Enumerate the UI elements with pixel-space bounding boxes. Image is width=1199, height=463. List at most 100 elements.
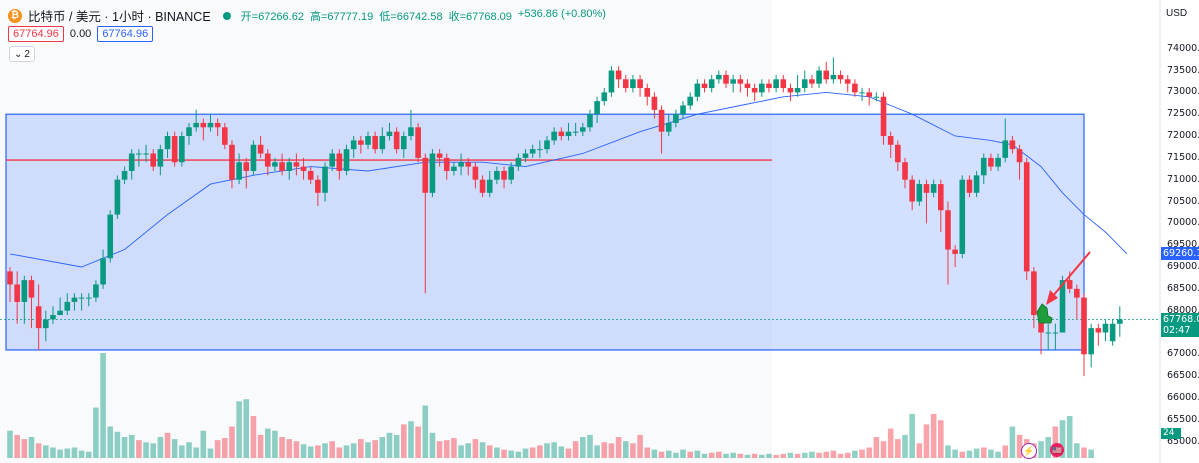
candle — [50, 306, 56, 324]
trade-buttons[interactable]: 67764.96 0.00 67764.96 — [8, 26, 154, 42]
range-rectangle[interactable] — [5, 113, 1085, 351]
last-price-tag: 67768.09 02:47 — [1161, 313, 1199, 337]
candle — [28, 275, 35, 329]
candle — [472, 162, 479, 189]
candle-body — [1031, 271, 1037, 316]
candle — [415, 122, 421, 163]
indicators-toggle[interactable]: ⌄ 2 — [9, 46, 35, 62]
candle — [673, 109, 679, 128]
candle — [222, 122, 228, 150]
symbol-title[interactable]: 比特币 / 美元 · 1小时 · BINANCE — [28, 10, 211, 24]
candle — [443, 153, 450, 180]
volume-bar — [143, 442, 149, 458]
candle-body — [229, 144, 235, 180]
candle-body — [14, 284, 20, 302]
candle-body — [687, 96, 693, 106]
volume-bar — [1052, 426, 1059, 458]
volume-bar — [479, 442, 486, 458]
candle-body — [694, 83, 701, 97]
candle — [658, 105, 665, 154]
volume-bar — [136, 440, 142, 458]
candle-body — [436, 153, 443, 158]
volume-bar — [214, 440, 221, 458]
candle — [565, 122, 572, 141]
candle — [973, 170, 980, 198]
volume-bar — [737, 453, 744, 458]
candle-body — [1038, 315, 1044, 333]
candle — [630, 74, 636, 93]
candle — [837, 70, 844, 84]
candle-body — [35, 306, 42, 329]
volume-bar — [995, 451, 1001, 458]
sell-button[interactable]: 67764.96 — [8, 26, 64, 42]
volume-bar — [415, 426, 421, 458]
candle — [909, 175, 915, 211]
candle — [809, 74, 815, 89]
candle — [329, 149, 335, 171]
candle — [866, 88, 872, 106]
candle — [43, 310, 49, 342]
arrow-annotation[interactable] — [1046, 251, 1091, 305]
volume-bar — [558, 446, 565, 458]
volume-bar — [393, 434, 400, 458]
candle — [114, 175, 121, 219]
candle — [401, 131, 407, 158]
candle — [272, 157, 278, 171]
candle-body — [794, 88, 801, 93]
volume-bar — [7, 430, 13, 458]
candle — [7, 267, 13, 302]
candle — [859, 88, 865, 102]
lightning-icon[interactable]: ⚡ — [1021, 443, 1037, 459]
candle — [880, 92, 887, 145]
candle-body — [408, 127, 414, 137]
candle-body — [350, 140, 357, 150]
candle — [701, 79, 708, 93]
volume-bar — [236, 401, 242, 458]
candle-body — [787, 88, 794, 93]
volume-bar — [938, 420, 944, 458]
symbol-legend[interactable]: ₿ 比特币 / 美元 · 1小时 · BINANCE 开=67266.62 高=… — [8, 6, 606, 25]
price-tick-label: 71000.00 — [1167, 173, 1199, 185]
candle — [214, 118, 221, 137]
volume-bar — [852, 450, 858, 458]
candle — [988, 153, 994, 171]
candle-body — [1052, 332, 1059, 334]
candle — [21, 275, 28, 324]
candle — [315, 175, 321, 206]
volume-bar — [966, 450, 973, 458]
buy-button[interactable]: 67764.96 — [97, 26, 154, 42]
ohlc-values: 开=67266.62 高=67777.19 低=66742.58 收=67768… — [241, 8, 606, 24]
volume-bar — [307, 446, 314, 458]
candle — [1045, 323, 1051, 350]
us-flag-icon[interactable]: 🇺🇸 — [1050, 443, 1064, 457]
candle — [587, 109, 593, 132]
volume-bar — [1074, 443, 1080, 458]
candle — [64, 293, 71, 316]
candle — [508, 162, 514, 185]
candle — [601, 88, 608, 106]
volume-bar — [365, 442, 371, 458]
candle-body — [329, 153, 335, 167]
candle-body — [1016, 149, 1023, 163]
candle-body — [236, 162, 242, 180]
volume-bar — [988, 449, 994, 458]
candle-body — [451, 166, 457, 171]
candle — [422, 153, 429, 294]
volume-bar — [594, 445, 600, 458]
volume-bar — [644, 447, 651, 458]
candle — [1109, 319, 1116, 346]
price-tick-label: 71500.00 — [1167, 151, 1199, 163]
candle — [107, 210, 114, 263]
candle-body — [1023, 162, 1030, 272]
volume-bar — [630, 443, 636, 458]
candle-body — [293, 162, 300, 167]
candle — [336, 149, 343, 180]
volume-bar — [622, 441, 629, 458]
volume-bar — [279, 437, 285, 458]
candle-body — [107, 214, 114, 259]
currency-label[interactable]: USD — [1166, 8, 1188, 19]
price-tick-label: 69500.00 — [1167, 239, 1199, 251]
volume-bar — [708, 452, 715, 458]
